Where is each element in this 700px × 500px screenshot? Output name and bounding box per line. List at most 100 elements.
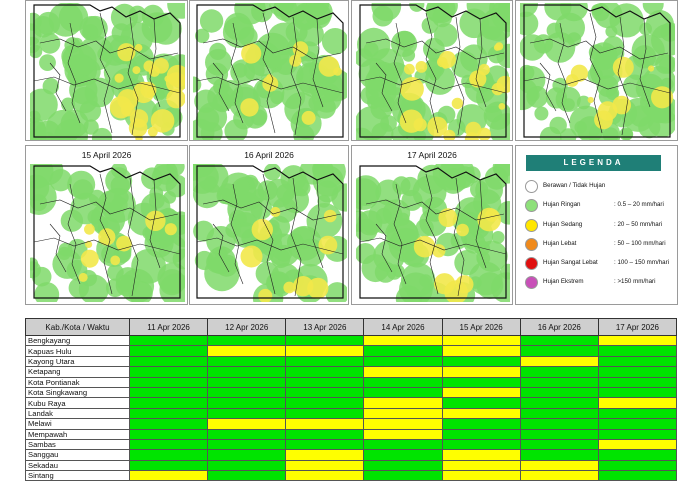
forecast-map-5: 15 April 2026 — [25, 145, 188, 305]
forecast-cell — [519, 397, 599, 409]
forecast-cell — [597, 397, 678, 409]
region-name: Kayong Utara — [25, 355, 130, 368]
forecast-cell — [441, 397, 521, 409]
forecast-cell — [519, 355, 599, 368]
table-row: Bengkayang — [25, 334, 678, 347]
forecast-cell — [519, 449, 599, 461]
forecast-cell — [285, 345, 365, 357]
forecast-map-4 — [515, 0, 678, 141]
rainfall-map — [520, 3, 675, 140]
forecast-cell — [363, 418, 443, 430]
legend-label: Hujan Lebat — [543, 240, 577, 247]
forecast-cell — [285, 459, 365, 472]
forecast-cell — [519, 334, 599, 347]
forecast-cell — [597, 470, 678, 482]
legend-range: : 0.5 – 20 mm/hari — [614, 201, 664, 208]
forecast-cell — [207, 438, 287, 451]
forecast-cell — [441, 355, 521, 368]
forecast-cell — [285, 438, 365, 451]
forecast-table: Kab./Kota / Waktu 11 Apr 2026 12 Apr 202… — [25, 318, 678, 482]
forecast-cell — [285, 449, 365, 461]
table-row: Kayong Utara — [25, 355, 678, 368]
forecast-map-1 — [25, 0, 188, 141]
forecast-cell — [363, 438, 443, 451]
region-name: Sanggau — [25, 449, 130, 461]
legend-item-extreme-rain: Hujan Ekstrem : >150 mm/hari — [525, 276, 677, 290]
legend-swatch — [525, 199, 538, 212]
legend-label: Berawan / Tidak Hujan — [543, 182, 606, 189]
legend-range: : 100 – 150 mm/hari — [614, 259, 670, 266]
forecast-cell — [441, 386, 521, 399]
legend-item-very-heavy-rain: Hujan Sangat Lebat : 100 – 150 mm/hari — [525, 257, 677, 271]
forecast-cell — [519, 418, 599, 430]
legend-range: : 20 – 50 mm/hari — [614, 221, 663, 228]
table-row: Kota Singkawang — [25, 386, 678, 399]
region-name: Sekadau — [25, 459, 130, 472]
forecast-cell — [128, 397, 209, 409]
forecast-cell — [285, 418, 365, 430]
forecast-cell — [207, 355, 287, 368]
forecast-cell — [128, 418, 209, 430]
legend-panel: LEGENDA Berawan / Tidak Hujan Hujan Ring… — [515, 145, 678, 305]
region-name: Bengkayang — [25, 334, 130, 347]
forecast-cell — [597, 386, 678, 399]
table-row: Mempawah — [25, 428, 678, 440]
forecast-cell — [128, 470, 209, 482]
forecast-cell — [441, 438, 521, 451]
forecast-cell — [285, 397, 365, 409]
region-name: Ketapang — [25, 366, 130, 378]
forecast-cell — [285, 386, 365, 399]
forecast-cell — [128, 355, 209, 368]
table-row: Kota Pontianak — [25, 376, 678, 388]
forecast-cell — [285, 428, 365, 440]
region-name: Kota Singkawang — [25, 386, 130, 399]
rainfall-map — [30, 3, 185, 140]
legend-swatch — [525, 180, 538, 193]
forecast-cell — [207, 470, 287, 482]
forecast-cell — [285, 334, 365, 347]
map-title: 16 April 2026 — [244, 150, 294, 160]
rainfall-map — [356, 164, 510, 302]
header-day: 12 Apr 2026 — [207, 318, 287, 336]
legend-swatch — [525, 238, 538, 251]
forecast-cell — [441, 428, 521, 440]
map-title: 17 April 2026 — [407, 150, 457, 160]
forecast-cell — [597, 418, 678, 430]
forecast-cell — [285, 407, 365, 420]
legend-title: LEGENDA — [526, 155, 661, 171]
header-day: 17 Apr 2026 — [597, 318, 678, 336]
forecast-cell — [597, 438, 678, 451]
forecast-cell — [128, 376, 209, 388]
table-row: Kubu Raya — [25, 397, 678, 409]
forecast-cell — [207, 459, 287, 472]
legend-swatch — [525, 257, 538, 270]
legend-item-moderate-rain: Hujan Sedang : 20 – 50 mm/hari — [525, 219, 677, 233]
forecast-cell — [519, 438, 599, 451]
forecast-cell — [597, 366, 678, 378]
forecast-cell — [207, 428, 287, 440]
region-name: Sambas — [25, 438, 130, 451]
forecast-cell — [207, 366, 287, 378]
region-name: Kubu Raya — [25, 397, 130, 409]
forecast-cell — [597, 345, 678, 357]
forecast-cell — [519, 376, 599, 388]
forecast-cell — [597, 407, 678, 420]
header-day: 14 Apr 2026 — [363, 318, 443, 336]
header-region: Kab./Kota / Waktu — [25, 318, 130, 336]
legend-item-no-rain: Berawan / Tidak Hujan — [525, 180, 677, 194]
rainfall-map — [193, 164, 347, 302]
forecast-cell — [128, 407, 209, 420]
forecast-map-2 — [189, 0, 349, 141]
legend-swatch — [525, 276, 538, 289]
forecast-cell — [363, 376, 443, 388]
forecast-cell — [285, 366, 365, 378]
forecast-cell — [363, 366, 443, 378]
region-name: Melawi — [25, 418, 130, 430]
forecast-cell — [441, 459, 521, 472]
forecast-cell — [363, 459, 443, 472]
legend-label: Hujan Sedang — [543, 221, 583, 228]
forecast-cell — [128, 345, 209, 357]
forecast-cell — [128, 334, 209, 347]
forecast-cell — [519, 470, 599, 482]
forecast-cell — [285, 470, 365, 482]
